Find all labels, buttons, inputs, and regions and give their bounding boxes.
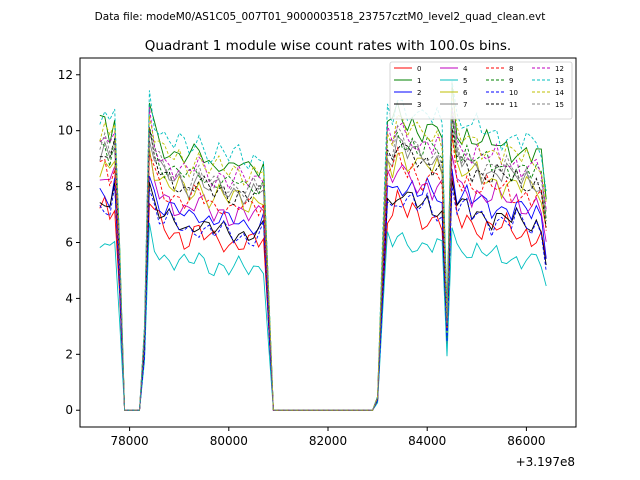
y-tick-label: 8: [65, 180, 73, 194]
legend-label: 4: [463, 65, 468, 73]
x-tick-label: 84000: [408, 434, 446, 448]
series-line-12: [99, 107, 547, 411]
y-tick-label: 10: [58, 124, 73, 138]
y-tick-label: 6: [65, 236, 73, 250]
x-offset-label: +3.197e8: [516, 455, 575, 469]
legend-label: 5: [463, 77, 467, 85]
legend-label: 15: [555, 101, 564, 109]
series-line-10: [99, 185, 547, 411]
legend-label: 3: [417, 101, 421, 109]
chart-title: Quadrant 1 module wise count rates with …: [145, 38, 511, 54]
legend-label: 11: [509, 101, 518, 109]
series-line-4: [99, 149, 547, 411]
legend-label: 1: [417, 77, 421, 85]
suptitle: Data file: modeM0/AS1C05_007T01_90000035…: [95, 11, 546, 23]
series-line-5: [99, 222, 547, 411]
y-tick-label: 0: [65, 403, 73, 417]
series-line-14: [99, 92, 547, 411]
y-tick-label: 2: [65, 347, 73, 361]
legend-label: 12: [555, 65, 564, 73]
y-tick-label: 12: [58, 68, 73, 82]
legend-label: 6: [463, 89, 468, 97]
x-tick-label: 86000: [507, 434, 545, 448]
series-line-3: [99, 180, 547, 411]
legend-label: 10: [509, 89, 518, 97]
series-line-7: [99, 114, 547, 411]
legend-frame: [389, 61, 573, 120]
plot-lines: [99, 80, 547, 411]
y-axis: 0 2 4 6 8 10 12: [58, 68, 80, 417]
x-tick-label: 80000: [210, 434, 248, 448]
legend-label: 9: [509, 77, 513, 85]
legend-label: 13: [555, 77, 564, 85]
y-tick-label: 4: [65, 291, 73, 305]
series-line-13: [99, 80, 547, 411]
x-tick-label: 78000: [111, 434, 149, 448]
series-line-1: [99, 82, 547, 411]
legend-label: 8: [509, 65, 513, 73]
x-axis: 78000 80000 82000 84000 86000: [111, 427, 545, 448]
legend-label: 2: [417, 89, 421, 97]
legend-label: 0: [417, 65, 421, 73]
series-line-8: [99, 130, 547, 411]
legend-label: 14: [555, 89, 564, 97]
x-tick-label: 82000: [309, 434, 347, 448]
series-line-2: [99, 168, 547, 411]
series-line-9: [99, 114, 547, 411]
series-line-6: [99, 136, 547, 411]
legend-label: 7: [463, 101, 467, 109]
